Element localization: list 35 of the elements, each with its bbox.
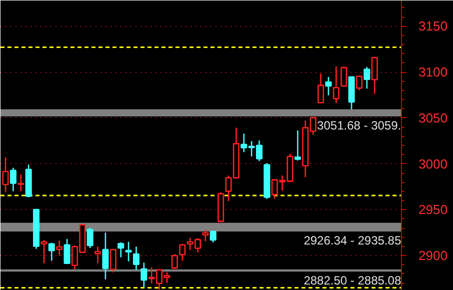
y-tick-label: 2900: [418, 248, 448, 264]
candlestick: [325, 76, 332, 96]
candlestick: [179, 243, 186, 262]
candlestick: [94, 246, 102, 264]
candlestick: [356, 75, 362, 91]
y-tick-label: 3150: [418, 18, 448, 34]
candlestick: [202, 229, 209, 242]
band-label: 2926.34 - 2935.85: [304, 233, 402, 248]
candlestick: [340, 66, 348, 88]
candlestick: [294, 130, 301, 162]
candlestick: [110, 248, 116, 273]
y-tick-label: 3100: [418, 64, 448, 80]
candlestick: [118, 242, 124, 258]
band-label: 2882.50 - 2885.08: [304, 274, 402, 288]
candlestick: [48, 242, 55, 262]
candlestick: [332, 66, 340, 104]
candlestick: [64, 238, 70, 264]
candlestick: [86, 227, 94, 249]
candlestick: [317, 72, 324, 104]
candlestick: [18, 174, 24, 192]
band-label: 3051.68 - 3059.: [317, 118, 402, 132]
candlestick: [10, 167, 16, 192]
y-tick-label: 2950: [418, 202, 448, 218]
y-tick-label: 3000: [418, 156, 448, 172]
candlestick: [102, 232, 109, 280]
candlestick: [132, 246, 140, 271]
candlestick: [371, 56, 378, 94]
candlestick: [56, 240, 63, 256]
candlestick: [210, 230, 216, 243]
y-tick-label: 3050: [418, 110, 448, 126]
candlestick: [125, 241, 132, 262]
candlestick: [364, 66, 370, 90]
candlestick: [40, 239, 48, 264]
candlestick: [140, 262, 148, 288]
candlestick: [171, 253, 178, 270]
